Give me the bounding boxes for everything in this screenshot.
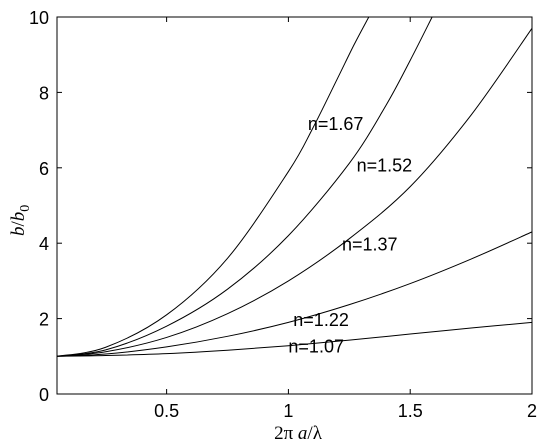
series-lines (56, 16, 533, 357)
y-tick-label: 8 (39, 83, 49, 103)
plot-frame (56, 16, 533, 395)
x-tick-label: 1 (283, 401, 293, 421)
x-tick-label: 0.5 (154, 401, 179, 421)
x-tick-label: 1.5 (398, 401, 423, 421)
x-axis-title-suffix: /λ (307, 423, 322, 444)
y-tick-label: 2 (39, 310, 49, 330)
x-axis-title: 2π a/λ (274, 423, 323, 444)
series-line (56, 28, 533, 357)
axis-ticks: 0.5 1 1.5 2 0 2 4 6 8 10 (29, 8, 537, 421)
y-axis-title-slash: / (8, 221, 29, 227)
y-axis-title-num: b (8, 227, 29, 237)
series-line (56, 231, 533, 357)
series-label: n=1.22 (293, 310, 349, 330)
x-axis-title-prefix: 2π (274, 423, 298, 444)
y-tick-label: 6 (39, 159, 49, 179)
y-tick-label: 10 (29, 8, 49, 28)
x-axis-title-var: a (298, 423, 308, 444)
series-label: n=1.37 (342, 235, 398, 255)
y-tick-label: 0 (39, 385, 49, 405)
series-label: n=1.67 (308, 114, 364, 134)
y-axis-title-den: b (8, 212, 29, 222)
y-axis-title-sub: 0 (18, 205, 33, 212)
series-line (56, 16, 433, 357)
series-label: n=1.07 (288, 337, 344, 357)
series-label: n=1.52 (357, 156, 413, 176)
x-tick-label: 2 (527, 401, 537, 421)
series-line (56, 321, 533, 357)
y-tick-label: 4 (39, 234, 49, 254)
series-labels: n=1.07 n=1.22 n=1.37 n=1.52 n=1.67 (288, 114, 412, 356)
y-axis-title: b/b0 (8, 205, 33, 236)
series-line (56, 16, 370, 357)
